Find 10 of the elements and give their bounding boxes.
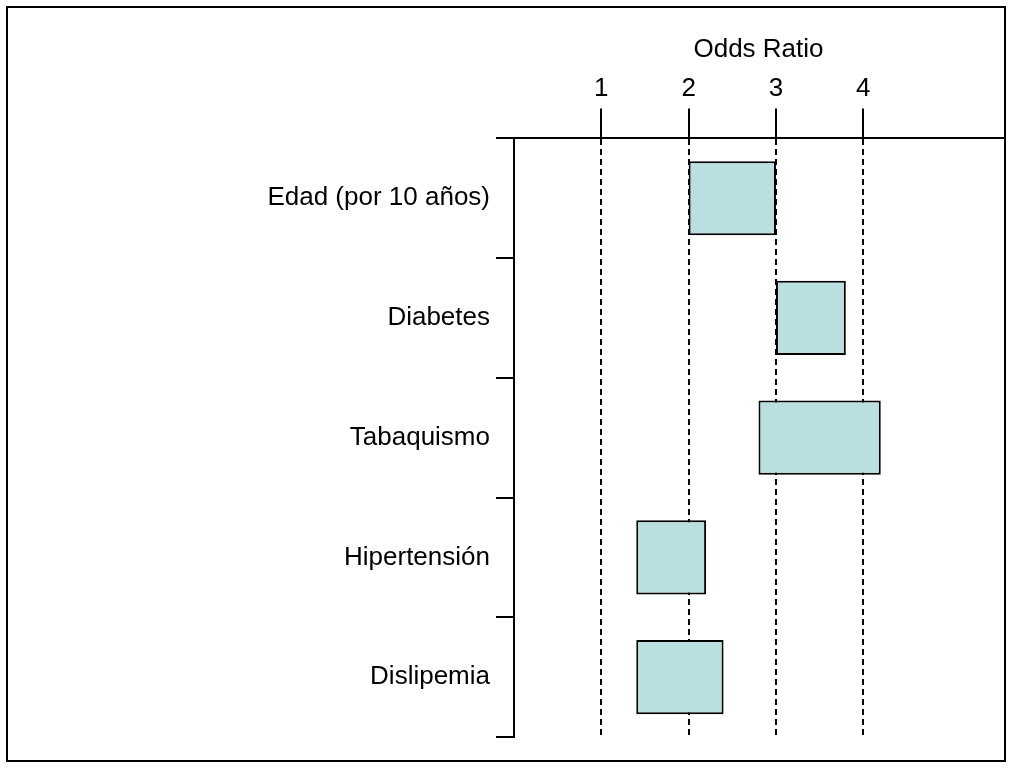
x-tick-label: 3 — [768, 71, 784, 102]
y-tick-label: Edad (por 10 años) — [267, 181, 490, 212]
y-tick-label: Dislipemia — [370, 660, 491, 691]
x-tick-label: 1 — [594, 71, 609, 102]
y-tick-label: Diabetes — [387, 301, 490, 332]
x-tick-label: 4 — [856, 71, 871, 102]
y-tick-label: Hipertensión — [344, 540, 490, 571]
x-axis-title: Odds Ratio — [693, 32, 824, 63]
y-tick-label: Tabaquismo — [349, 420, 490, 451]
x-tick-label: 2 — [681, 71, 696, 102]
